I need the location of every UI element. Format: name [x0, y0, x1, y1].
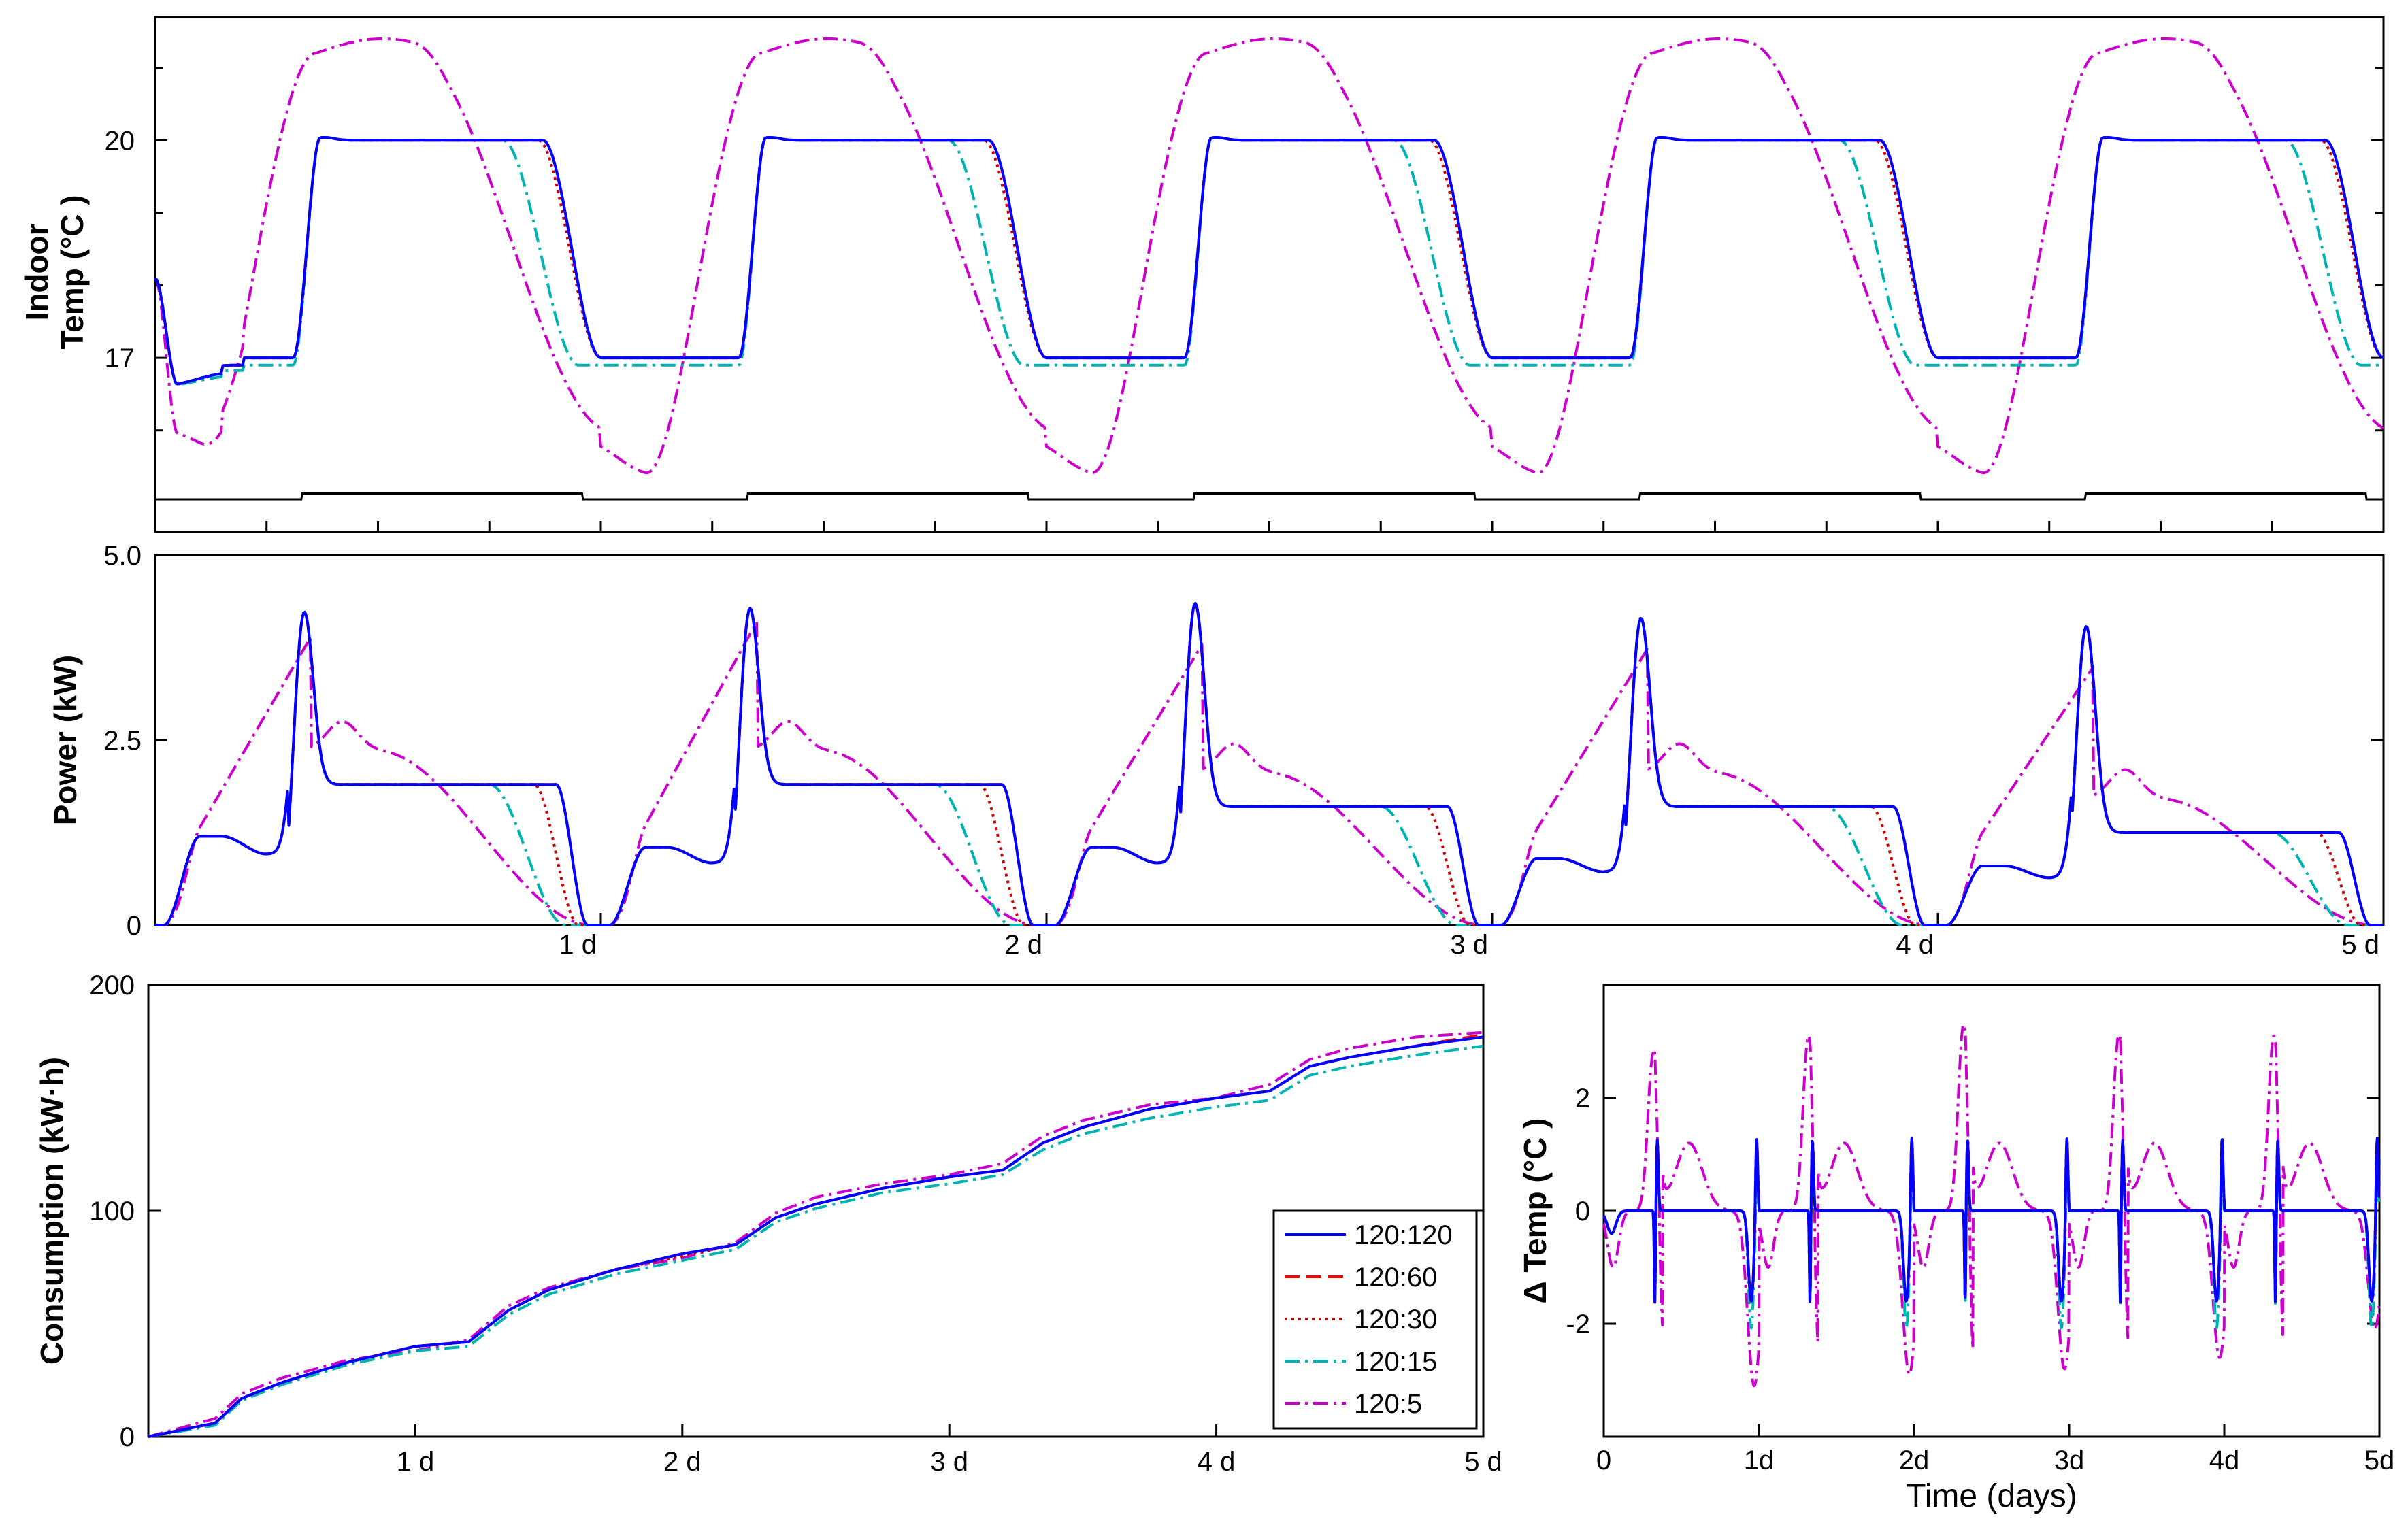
- delta-temp-ticks: -2 0 2 0 1d 2d 3d 4d 5d: [1566, 1084, 2394, 1475]
- delta-temp-series-120-60: [1602, 1137, 2381, 1304]
- delta-temp-chart: Δ Temp (°C ) Time (days) -2 0 2 0 1d 2d 3d 4d 5d: [1517, 984, 2394, 1514]
- indoor-temp-ytick-label: 20: [105, 126, 135, 156]
- power-ytick-label: 5.0: [103, 541, 142, 571]
- indoor-temp-axes-frame: [154, 16, 2385, 533]
- consumption-xtick-label: 3 d: [930, 1447, 968, 1477]
- delta-temp-ytick-label: 2: [1575, 1084, 1590, 1114]
- consumption-xtick-label: 5 d: [1464, 1447, 1502, 1477]
- consumption-y-label: Consumption (kW·h): [34, 1057, 69, 1365]
- power-series-group: [155, 602, 2383, 926]
- indoor-temp-series-120-5: [154, 37, 2384, 475]
- power-series-120-5: [155, 620, 2383, 926]
- power-series-120-120: [155, 602, 2383, 926]
- legend: 120:120 120:60 120:30 120:15 120:5: [1272, 1209, 1478, 1430]
- consumption-xtick-label: 1 d: [397, 1447, 435, 1477]
- legend-label-120-120: 120:120: [1354, 1220, 1453, 1250]
- indoor-temp-y-label-line1: Indoor: [19, 223, 54, 320]
- power-axes-frame: [154, 554, 2385, 926]
- power-xtick-label: 3 d: [1450, 930, 1488, 960]
- delta-temp-xtick-label: 4d: [2209, 1445, 2240, 1475]
- indoor-temp-series-group: [154, 37, 2384, 501]
- consumption-xtick-label: 4 d: [1198, 1447, 1236, 1477]
- delta-temp-ytick-label: -2: [1566, 1309, 1590, 1339]
- delta-temp-series-120-120: [1602, 1137, 2381, 1304]
- consumption-series-120-15: [148, 1044, 1484, 1438]
- delta-temp-xtick-label: 5d: [2364, 1445, 2395, 1475]
- power-ytick-label: 0: [127, 911, 142, 941]
- power-xtick-label: 4 d: [1896, 930, 1934, 960]
- legend-items: 120:120 120:60 120:30 120:15 120:5: [1285, 1220, 1453, 1419]
- indoor-temp-y-label-line2: Temp (°C ): [54, 195, 90, 349]
- indoor-temp-series-120-120: [154, 136, 2384, 386]
- delta-temp-series-120-5: [1602, 1023, 2381, 1388]
- indoor-temp-series-120-15: [154, 136, 2384, 386]
- delta-temp-y-label: Δ Temp (°C ): [1517, 1118, 1553, 1304]
- legend-label-120-5: 120:5: [1354, 1389, 1422, 1419]
- consumption-xtick-label: 2 d: [663, 1447, 702, 1477]
- delta-temp-ytick-label: 0: [1575, 1197, 1590, 1226]
- consumption-ticks: 0 100 200 1 d 2 d 3 d 4 d 5 d: [89, 971, 1502, 1477]
- power-ticks: 0 2.5 5.0 1 d 2 d 3 d 4 d 5 d: [103, 541, 2385, 960]
- delta-temp-series-group: [1602, 1023, 2381, 1388]
- indoor-temp-ytick-label: 17: [105, 344, 135, 373]
- power-xtick-label: 5 d: [2341, 930, 2379, 960]
- delta-temp-xtick-label: 2d: [1899, 1445, 1930, 1475]
- power-ytick-label: 2.5: [103, 726, 142, 756]
- legend-label-120-30: 120:30: [1354, 1305, 1437, 1335]
- legend-label-120-60: 120:60: [1354, 1263, 1437, 1292]
- consumption-ytick-label: 0: [120, 1422, 135, 1452]
- indoor-temp-setpoint-schedule-line: [155, 492, 2384, 501]
- legend-label-120-15: 120:15: [1354, 1347, 1437, 1377]
- indoor-temp-series-120-30: [154, 136, 2384, 386]
- power-y-label: Power (kW): [48, 655, 83, 825]
- power-xtick-label: 2 d: [1004, 930, 1042, 960]
- consumption-series-group: [148, 1031, 1484, 1438]
- delta-temp-xtick-label: 1d: [1744, 1445, 1775, 1475]
- delta-temp-series-120-30: [1602, 1137, 2381, 1304]
- consumption-chart: Consumption (kW·h) 0 100 200 1 d 2 d 3 d 4 d 5 …: [34, 971, 1502, 1477]
- delta-temp-x-label: Time (days): [1906, 1478, 2077, 1514]
- consumption-ytick-label: 200: [89, 971, 135, 1001]
- power-xtick-label: 1 d: [559, 930, 597, 960]
- indoor-temp-series-120-60: [154, 136, 2384, 386]
- consumption-ytick-label: 100: [89, 1197, 135, 1226]
- delta-temp-xtick-label: 0: [1596, 1445, 1611, 1475]
- delta-temp-xtick-label: 3d: [2054, 1445, 2085, 1475]
- consumption-series-120-120: [148, 1035, 1484, 1438]
- power-chart: Power (kW) 0 2.5 5.0 1 d 2 d 3 d 4 d 5 d: [48, 541, 2385, 960]
